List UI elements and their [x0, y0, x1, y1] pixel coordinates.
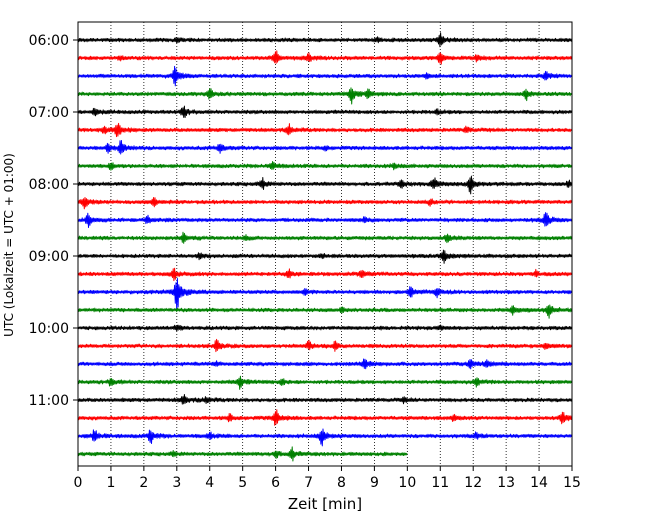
- trace-row-1130: [77, 428, 572, 447]
- x-tick-label: 11: [431, 475, 449, 491]
- trace-row-0730: [77, 140, 572, 155]
- y-tick-label: 10:00: [29, 321, 69, 337]
- trace-row-1015: [77, 338, 572, 353]
- x-tick-label: 1: [106, 475, 115, 491]
- x-tick-label: 2: [139, 475, 148, 491]
- trace-row-0845: [77, 231, 572, 244]
- x-tick-label: 7: [304, 475, 313, 491]
- trace-row-1145: [77, 446, 408, 462]
- trace-row-1100: [77, 394, 572, 405]
- trace-row-0715: [77, 122, 572, 138]
- x-tick-label: 12: [464, 475, 482, 491]
- trace-row-0600: [77, 32, 572, 48]
- y-axis: 06:00 07:00 08:00 09:00 10:00 11:00: [29, 33, 78, 409]
- trace-row-0815: [77, 197, 572, 210]
- x-tick-label: 6: [271, 475, 280, 491]
- x-tick-label: 14: [530, 475, 548, 491]
- trace-row-0630: [77, 65, 572, 87]
- x-tick-label: 13: [497, 475, 515, 491]
- plot-frame: [77, 21, 573, 467]
- trace-row-0930: [77, 278, 572, 310]
- grid: [110, 22, 540, 466]
- x-tick-label: 3: [172, 475, 181, 491]
- x-tick-label: 0: [74, 475, 83, 491]
- plot-background: [78, 22, 572, 466]
- y-tick-label: 09:00: [29, 249, 69, 265]
- trace-row-0615: [77, 50, 572, 65]
- trace-row-0700: [77, 105, 572, 118]
- x-tick-label: 4: [205, 475, 214, 491]
- trace-row-1000: [77, 324, 572, 332]
- y-axis-label: UTC (Lokalzeit = UTC + 01:00): [2, 153, 16, 337]
- trace-row-1045: [77, 375, 572, 390]
- trace-row-0915: [77, 267, 572, 282]
- x-tick-label: 9: [370, 475, 379, 491]
- trace-row-1115: [77, 409, 572, 426]
- x-tick-label: 8: [337, 475, 346, 491]
- trace-group: [77, 32, 572, 462]
- x-axis-label: Zeit [min]: [288, 495, 362, 513]
- trace-row-0645: [77, 87, 572, 105]
- y-tick-label: 06:00: [29, 33, 69, 49]
- trace-row-0900: [77, 249, 572, 264]
- trace-row-0800: [77, 175, 572, 195]
- trace-row-1030: [77, 358, 572, 370]
- trace-row-0945: [77, 304, 572, 319]
- x-tick-label: 5: [238, 475, 247, 491]
- x-axis: 0 1 2 3 4 5 6 7 8 9 10 11 12 13 14 15: [74, 466, 581, 491]
- x-tick-label: 10: [398, 475, 416, 491]
- y-tick-label: 08:00: [29, 177, 69, 193]
- trace-row-0745: [77, 161, 572, 171]
- trace-row-0830: [77, 212, 572, 228]
- y-tick-label: 07:00: [29, 105, 69, 121]
- x-tick-label: 15: [563, 475, 581, 491]
- y-tick-label: 11:00: [29, 393, 69, 409]
